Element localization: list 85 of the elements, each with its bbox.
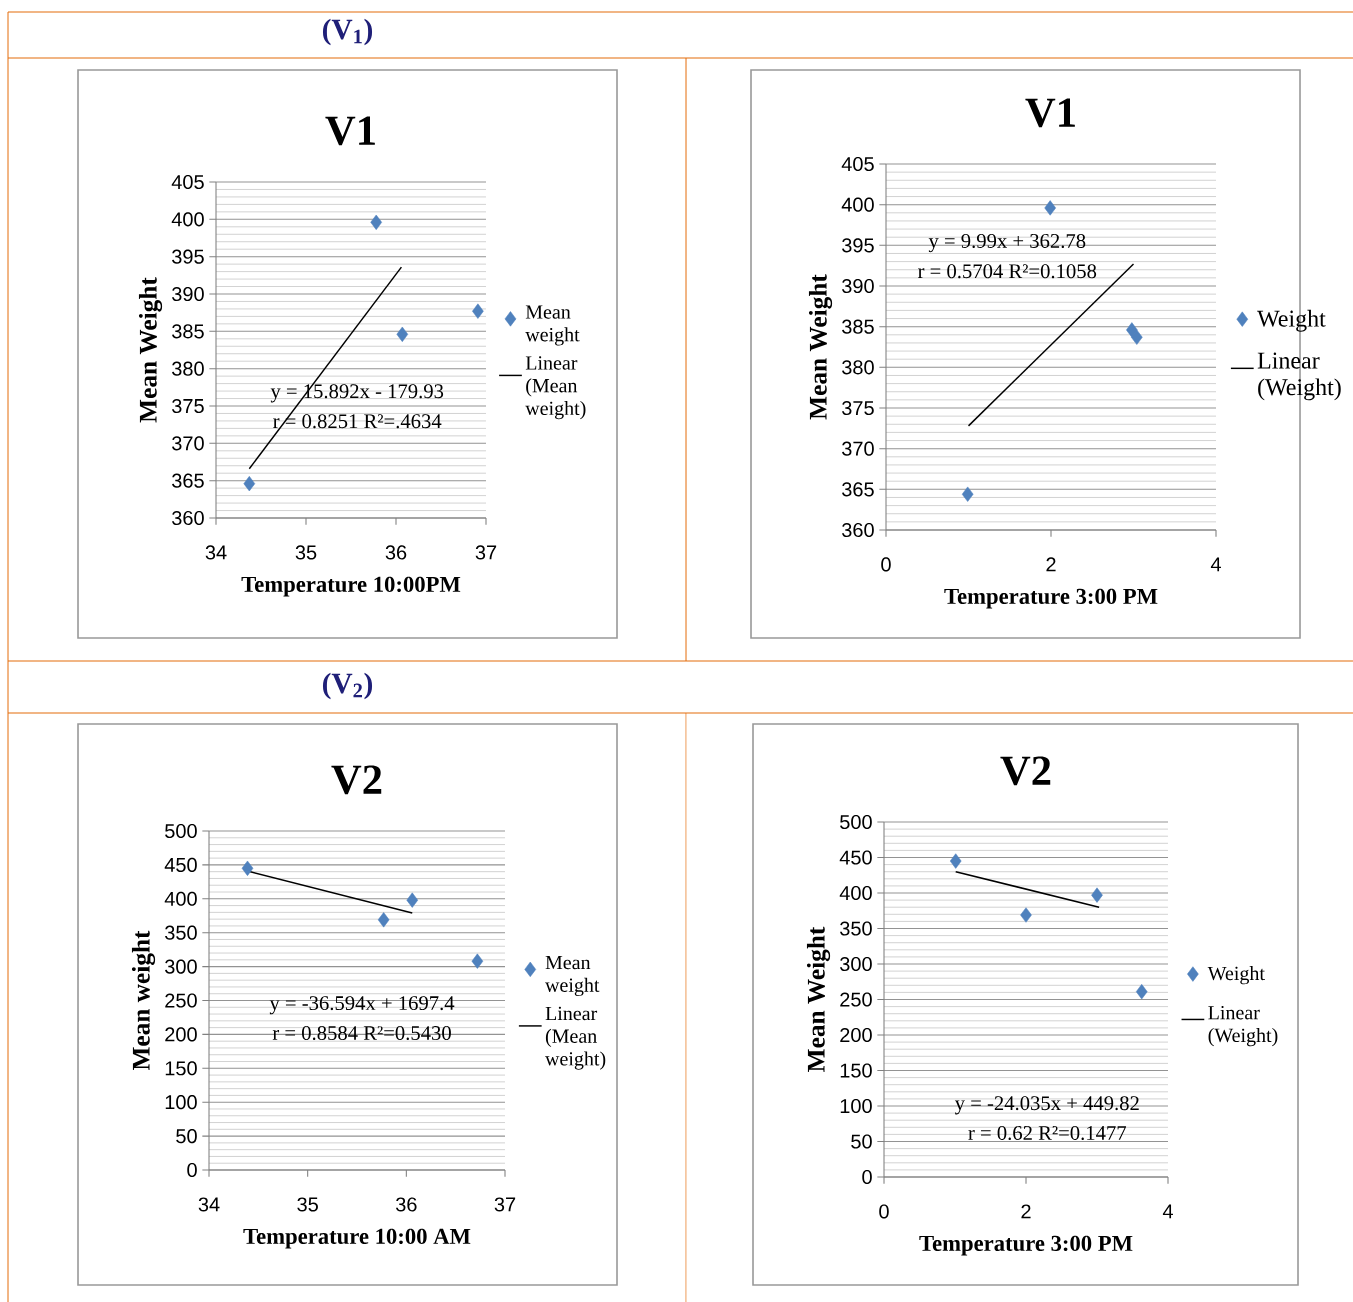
chart-title: V1 <box>1025 98 1075 128</box>
x-tick-label: 37 <box>494 1197 516 1212</box>
chart-subtitle: (V$_{1}$) <box>322 18 373 46</box>
y-tick-label: 400 <box>841 197 874 212</box>
y-axis-title: Mean Weight <box>806 926 831 1072</box>
y-axis-title: Mean Weight <box>808 274 833 420</box>
y-tick-label: 395 <box>172 249 204 264</box>
y-tick-label: 150 <box>165 1061 197 1076</box>
y-tick-label: 380 <box>842 360 874 375</box>
x-tick-label: 34 <box>205 545 227 560</box>
annotation: r = 0.8251 R²=.4634 <box>273 414 442 429</box>
legend-label: Linear (Mean weight) <box>525 356 586 420</box>
legend-label: Weight <box>1257 309 1326 332</box>
x-tick-label: 34 <box>198 1197 220 1212</box>
y-tick-label: 350 <box>840 921 872 936</box>
legend-label: Linear (Mean weight) <box>545 1006 606 1070</box>
legend-label: Weight <box>1207 966 1265 985</box>
y-tick-label: 250 <box>165 993 197 1008</box>
y-tick-label: 375 <box>842 400 874 416</box>
y-tick-label: 500 <box>165 823 197 839</box>
y-axis-title: Mean weight <box>131 930 156 1071</box>
x-tick-label: 0 <box>879 1204 889 1219</box>
y-tick-label: 360 <box>172 510 204 526</box>
chart-subtitle: (V$_{2}$) <box>322 672 373 700</box>
annotation: r = 0.62 R²=0.1477 <box>968 1125 1127 1140</box>
x-axis-title: Temperature 3:00 PM <box>919 1235 1133 1256</box>
y-tick-label: 365 <box>172 473 204 488</box>
y-tick-label: 380 <box>172 361 204 376</box>
y-tick-label: 405 <box>171 174 204 190</box>
y-tick-label: 50 <box>851 1134 872 1149</box>
y-tick-label: 250 <box>840 992 872 1007</box>
y-tick-label: 50 <box>176 1129 197 1144</box>
y-tick-label: 400 <box>164 891 197 906</box>
y-tick-label: 450 <box>839 850 872 865</box>
y-tick-label: 0 <box>187 1162 197 1178</box>
y-tick-label: 385 <box>172 324 204 339</box>
y-tick-label: 370 <box>842 441 874 456</box>
x-tick-label: 0 <box>881 557 891 572</box>
chart-title: V2 <box>1000 756 1051 786</box>
y-tick-label: 360 <box>842 522 874 538</box>
y-tick-label: 400 <box>839 885 872 901</box>
y-tick-label: 150 <box>840 1063 872 1078</box>
y-tick-label: 200 <box>165 1027 197 1042</box>
y-tick-label: 300 <box>165 959 197 974</box>
annotation: y = 9.99x + 362.78 <box>928 233 1086 253</box>
y-tick-label: 400 <box>171 212 204 227</box>
legend-label: Mean weight <box>525 305 580 346</box>
chart-title: V1 <box>325 116 375 146</box>
annotation: r = 0.5704 R²=0.1058 <box>918 264 1097 279</box>
annotation: y = -36.594x + 1697.4 <box>269 996 455 1015</box>
legend-label: Linear (Weight) <box>1257 352 1341 401</box>
x-axis-title: Temperature 3:00 PM <box>944 588 1158 609</box>
x-axis-title: Temperature 10:00 AM <box>243 1228 471 1249</box>
y-tick-label: 500 <box>840 814 872 830</box>
x-tick-label: 36 <box>395 1197 417 1212</box>
y-tick-label: 100 <box>165 1095 197 1110</box>
y-tick-label: 450 <box>164 857 197 872</box>
y-tick-label: 390 <box>842 278 874 294</box>
x-tick-label: 37 <box>475 545 497 560</box>
y-tick-label: 0 <box>862 1169 872 1185</box>
x-axis-title: Temperature 10:00PM <box>241 576 461 597</box>
annotation: r = 0.8584 R²=0.5430 <box>272 1026 451 1041</box>
x-tick-label: 2 <box>1021 1204 1031 1219</box>
x-tick-label: 35 <box>297 1197 318 1212</box>
x-tick-label: 4 <box>1210 557 1221 572</box>
x-tick-label: 2 <box>1046 557 1056 572</box>
chart-title: V2 <box>331 765 382 795</box>
x-tick-label: 36 <box>385 545 407 560</box>
y-tick-label: 365 <box>842 482 874 497</box>
y-tick-label: 390 <box>172 286 204 302</box>
y-axis-title: Mean Weight <box>138 277 163 423</box>
legend-label: Mean weight <box>545 955 600 997</box>
y-tick-label: 350 <box>165 925 197 940</box>
annotation: y = -24.035x + 449.82 <box>954 1096 1139 1115</box>
y-tick-label: 370 <box>172 436 204 451</box>
y-tick-label: 405 <box>841 156 874 172</box>
legend-label: Linear (Weight) <box>1208 1006 1278 1047</box>
y-tick-label: 375 <box>172 398 204 414</box>
y-tick-label: 395 <box>842 238 874 253</box>
x-tick-label: 35 <box>295 545 317 560</box>
y-tick-label: 100 <box>840 1098 872 1114</box>
y-tick-label: 385 <box>842 319 874 334</box>
y-tick-label: 300 <box>840 956 872 972</box>
y-tick-label: 200 <box>840 1027 872 1043</box>
x-tick-label: 4 <box>1162 1204 1173 1219</box>
